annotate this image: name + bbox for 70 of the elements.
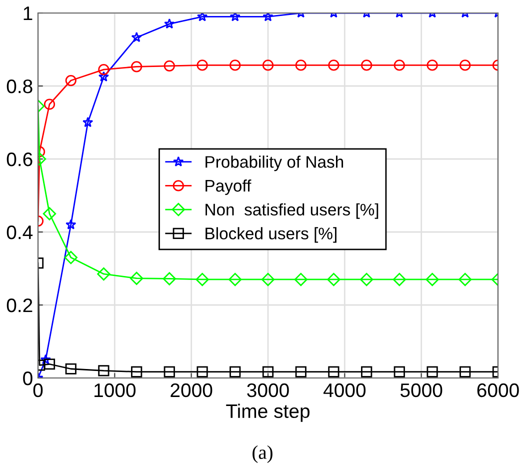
y-tick-label: 1 bbox=[24, 6, 32, 20]
point bbox=[130, 272, 144, 285]
point bbox=[98, 64, 110, 76]
x-tick-label: 5000 bbox=[400, 383, 442, 398]
point bbox=[361, 366, 372, 378]
point bbox=[164, 366, 175, 378]
point bbox=[44, 98, 56, 110]
point bbox=[64, 250, 78, 264]
x-tick-label: 0 bbox=[33, 383, 43, 398]
point bbox=[327, 272, 340, 286]
point bbox=[196, 60, 208, 71]
y-tick-label: 0.4 bbox=[6, 225, 33, 240]
point bbox=[295, 60, 306, 71]
x-tick-label: 1000 bbox=[94, 383, 136, 398]
legend-label: Blocked users [%] bbox=[206, 227, 336, 243]
y-tick-label: 0 bbox=[23, 371, 32, 386]
point bbox=[65, 74, 76, 86]
point bbox=[131, 61, 142, 72]
point bbox=[392, 272, 406, 286]
point bbox=[228, 272, 242, 286]
point bbox=[164, 60, 175, 72]
point bbox=[230, 366, 241, 378]
point bbox=[196, 272, 209, 286]
point bbox=[426, 60, 438, 71]
point bbox=[262, 366, 274, 378]
y-tick-label: 0.8 bbox=[6, 79, 32, 94]
point bbox=[44, 358, 56, 370]
point bbox=[131, 366, 142, 378]
point bbox=[360, 272, 374, 286]
point bbox=[65, 363, 76, 374]
point bbox=[98, 365, 110, 376]
point bbox=[230, 60, 241, 71]
y-tick-label: 0.6 bbox=[6, 152, 32, 166]
x-tick-label: 3000 bbox=[247, 383, 289, 398]
point bbox=[295, 366, 306, 378]
legend-label: Payoff bbox=[206, 179, 252, 195]
point bbox=[162, 272, 176, 286]
y-tick-label: 0.2 bbox=[6, 298, 32, 312]
point bbox=[97, 267, 110, 281]
point bbox=[261, 272, 275, 286]
text: (a) bbox=[252, 445, 272, 463]
point bbox=[40, 354, 51, 364]
point bbox=[460, 366, 471, 378]
point bbox=[164, 18, 175, 29]
point bbox=[262, 60, 274, 71]
point bbox=[131, 32, 142, 42]
x-tick-label: 6000 bbox=[477, 383, 519, 398]
point bbox=[66, 219, 76, 230]
point bbox=[458, 272, 472, 286]
point bbox=[361, 60, 372, 71]
point bbox=[394, 60, 405, 71]
point bbox=[294, 272, 308, 286]
point bbox=[394, 366, 405, 378]
legend-label: Non satisfied users [%] bbox=[206, 203, 378, 219]
point bbox=[42, 207, 56, 220]
point bbox=[460, 60, 471, 71]
point bbox=[82, 116, 94, 128]
x-tick-label: 4000 bbox=[323, 383, 366, 398]
point bbox=[230, 13, 240, 22]
x-axis-title: Time step bbox=[226, 404, 310, 422]
x-tick-label: 2000 bbox=[170, 383, 212, 398]
point bbox=[262, 13, 274, 22]
point bbox=[426, 272, 439, 286]
point bbox=[426, 366, 438, 378]
point bbox=[328, 366, 340, 378]
point bbox=[196, 13, 208, 22]
point bbox=[98, 71, 110, 82]
legend-label: Probability of Nash bbox=[206, 156, 344, 172]
point bbox=[328, 60, 340, 71]
point bbox=[196, 366, 208, 378]
